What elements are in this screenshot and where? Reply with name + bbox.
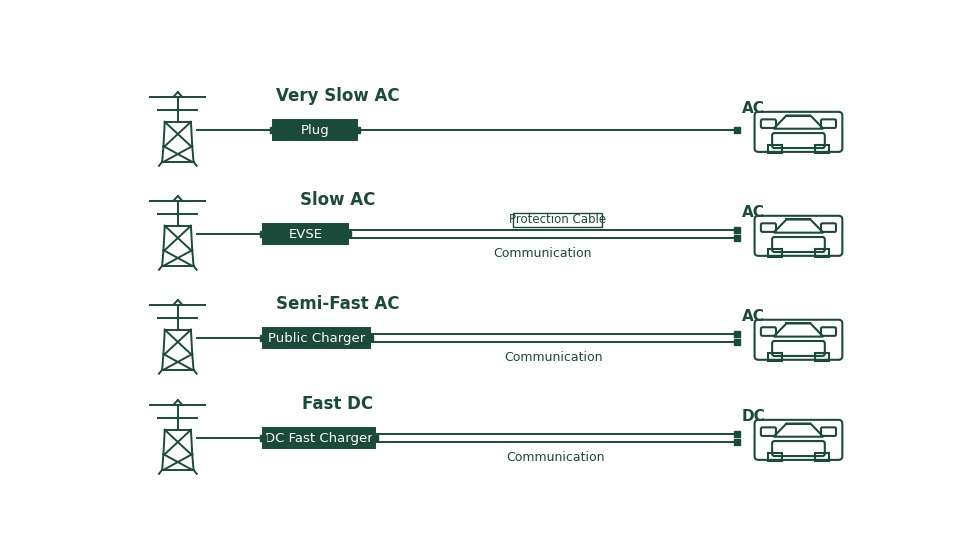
Bar	[768, 353, 782, 361]
Text: Plug: Plug	[300, 124, 329, 137]
Bar	[815, 353, 828, 361]
Bar	[273, 120, 357, 140]
Bar	[815, 453, 828, 461]
Text: AC: AC	[742, 205, 765, 220]
Bar	[815, 249, 828, 256]
FancyBboxPatch shape	[514, 213, 603, 226]
Bar	[263, 328, 370, 348]
Text: DC: DC	[742, 409, 766, 424]
Bar	[768, 145, 782, 153]
Text: Communication: Communication	[504, 351, 603, 364]
Text: Very Slow AC: Very Slow AC	[276, 87, 399, 105]
Text: Fast DC: Fast DC	[302, 395, 373, 414]
Bar	[768, 453, 782, 461]
Text: Semi-Fast AC: Semi-Fast AC	[276, 295, 399, 313]
Text: Public Charger: Public Charger	[268, 332, 365, 345]
Bar	[768, 249, 782, 256]
Text: DC Fast Charger: DC Fast Charger	[265, 432, 373, 445]
Text: EVSE: EVSE	[289, 228, 323, 241]
Text: Slow AC: Slow AC	[300, 191, 375, 210]
Bar	[815, 145, 828, 153]
Text: AC: AC	[742, 101, 765, 116]
Bar	[263, 428, 375, 448]
Text: Communication: Communication	[507, 451, 605, 464]
Text: Protection Cable: Protection Cable	[509, 213, 607, 226]
Text: AC: AC	[742, 309, 765, 324]
Text: Communication: Communication	[493, 247, 591, 260]
Bar	[263, 224, 348, 244]
